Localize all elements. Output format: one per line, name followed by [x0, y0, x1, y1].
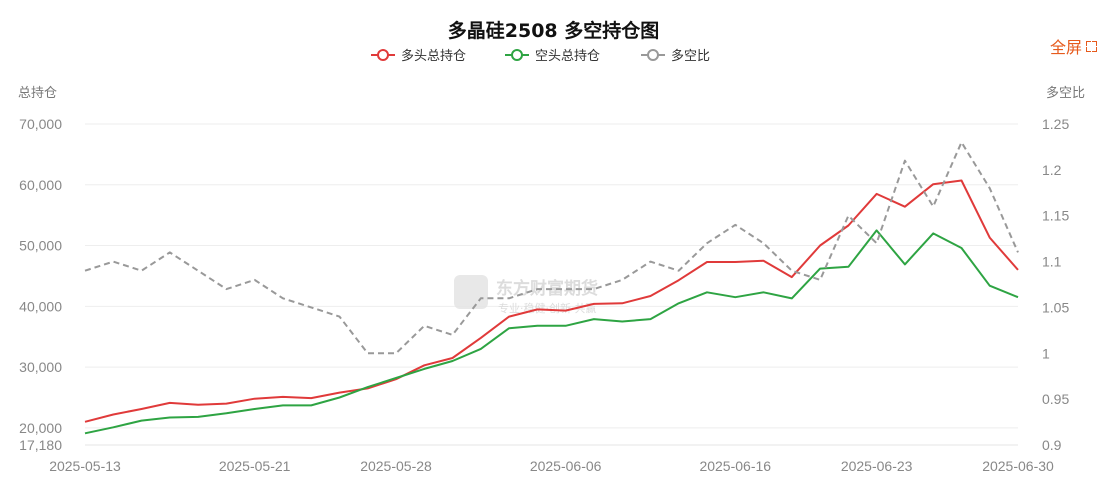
legend-label: 多头总持仓 — [401, 48, 466, 64]
x-tick-label: 2025-06-23 — [841, 458, 913, 474]
legend-marker — [377, 49, 389, 61]
right-tick-label: 0.95 — [1042, 391, 1069, 407]
legend: 多头总持仓 空头总持仓 多空比 — [371, 48, 710, 64]
x-tick-label: 2025-05-21 — [219, 458, 291, 474]
left-axis-title: 总持仓 — [18, 86, 57, 101]
legend-marker — [511, 49, 523, 61]
series-line-1 — [84, 229, 1019, 435]
x-tick-label: 2025-06-30 — [982, 458, 1054, 474]
watermark-logo — [454, 275, 488, 309]
left-tick-label: 30,000 — [19, 359, 62, 375]
right-tick-label: 1.2 — [1042, 162, 1062, 178]
left-tick-label: 40,000 — [19, 298, 62, 314]
right-tick-label: 0.9 — [1042, 437, 1062, 453]
x-tick-label: 2025-06-06 — [530, 458, 602, 474]
right-tick-label: 1.25 — [1042, 116, 1069, 132]
legend-label: 多空比 — [671, 48, 710, 64]
x-axis: 2025-05-13 2025-05-21 2025-05-28 2025-06-06… — [49, 458, 1054, 474]
legend-marker — [647, 49, 659, 61]
series-line-0 — [84, 179, 1019, 423]
legend-item-1[interactable]: 空头总持仓 — [505, 49, 600, 64]
right-tick-label: 1 — [1042, 345, 1050, 361]
chart-title: 多晶硅2508 多空持仓图 — [447, 20, 660, 42]
series-lines — [84, 141, 1019, 435]
fullscreen-label: 全屏 — [1049, 38, 1082, 57]
fullscreen-icon — [1086, 40, 1097, 52]
legend-item-0[interactable]: 多头总持仓 — [371, 48, 466, 64]
left-tick-label: 70,000 — [19, 116, 62, 132]
legend-item-2[interactable]: 多空比 — [641, 48, 710, 64]
right-axis-title: 多空比 — [1046, 85, 1085, 101]
legend-label: 空头总持仓 — [535, 49, 600, 64]
right-tick-label: 1.15 — [1042, 208, 1069, 224]
x-tick-label: 2025-05-13 — [49, 458, 121, 474]
grid-lines — [85, 123, 1018, 446]
left-tick-label: 17,180 — [19, 437, 62, 453]
left-tick-label: 60,000 — [19, 177, 62, 193]
right-tick-label: 1.1 — [1042, 254, 1062, 270]
watermark-subtext: 专业·稳健·创新·共赢 — [498, 301, 597, 315]
fullscreen-button[interactable]: 全屏 — [1050, 34, 1097, 58]
left-tick-label: 50,000 — [19, 238, 62, 254]
series-line-2 — [84, 141, 1019, 355]
right-tick-label: 1.05 — [1042, 299, 1069, 315]
right-axis: 0.9 0.95 1 1.05 1.1 1.15 1.2 1.25 — [1042, 116, 1069, 453]
x-tick-label: 2025-05-28 — [360, 458, 432, 474]
x-tick-label: 2025-06-16 — [699, 458, 771, 474]
left-tick-label: 20,000 — [19, 420, 62, 436]
